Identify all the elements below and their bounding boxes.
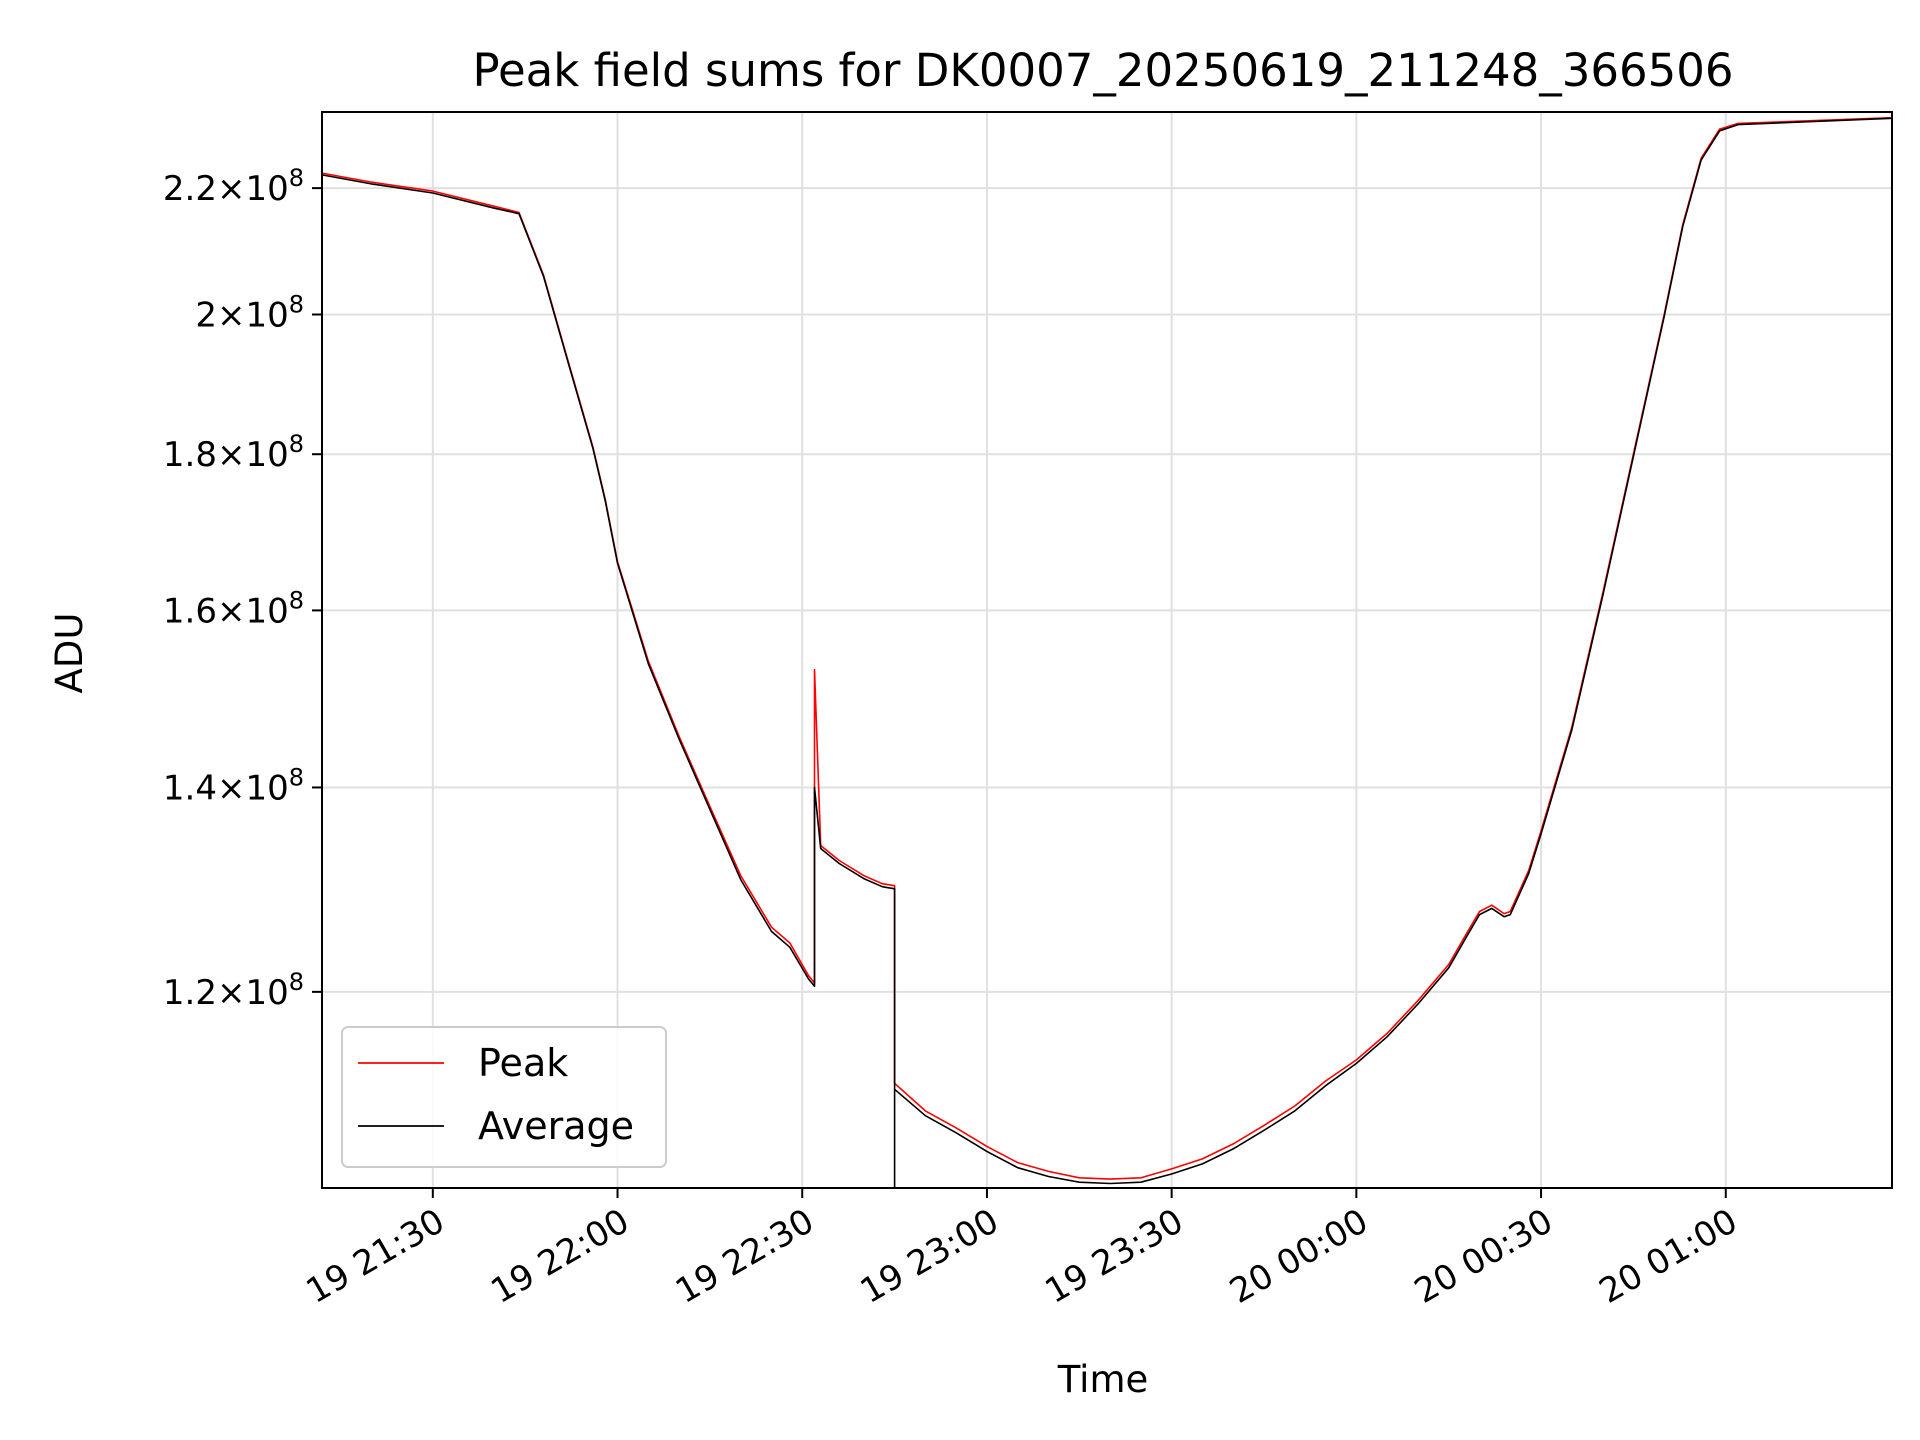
legend: Peak Average — [341, 1026, 667, 1168]
y-tick-label: 1.6×108 — [163, 586, 304, 631]
y-tick-label: 1.2×108 — [163, 968, 304, 1013]
y-tick-label: 2×108 — [195, 291, 304, 336]
grid-lines — [322, 112, 1892, 1188]
y-tick-label: 2.2×108 — [163, 164, 304, 209]
legend-label: Peak — [478, 1041, 568, 1085]
y-axis-ticks: 1.2×108 1.4×108 1.6×108 1.8×108 2×108 2.2×108 — [163, 164, 322, 1013]
plot-frame — [321, 111, 1893, 1189]
chart-title: Peak field sums for DK0007_20250619_2112… — [472, 44, 1733, 97]
y-axis-label: ADU — [48, 613, 91, 694]
y-tick-label: 1.4×108 — [163, 763, 304, 808]
series-line-average — [321, 117, 1893, 1189]
x-axis-label: Time — [1057, 1358, 1149, 1401]
legend-label: Average — [478, 1104, 634, 1148]
legend-box — [341, 1026, 667, 1168]
plot-series — [321, 116, 1893, 1189]
y-tick-label: 1.8×108 — [163, 430, 304, 475]
